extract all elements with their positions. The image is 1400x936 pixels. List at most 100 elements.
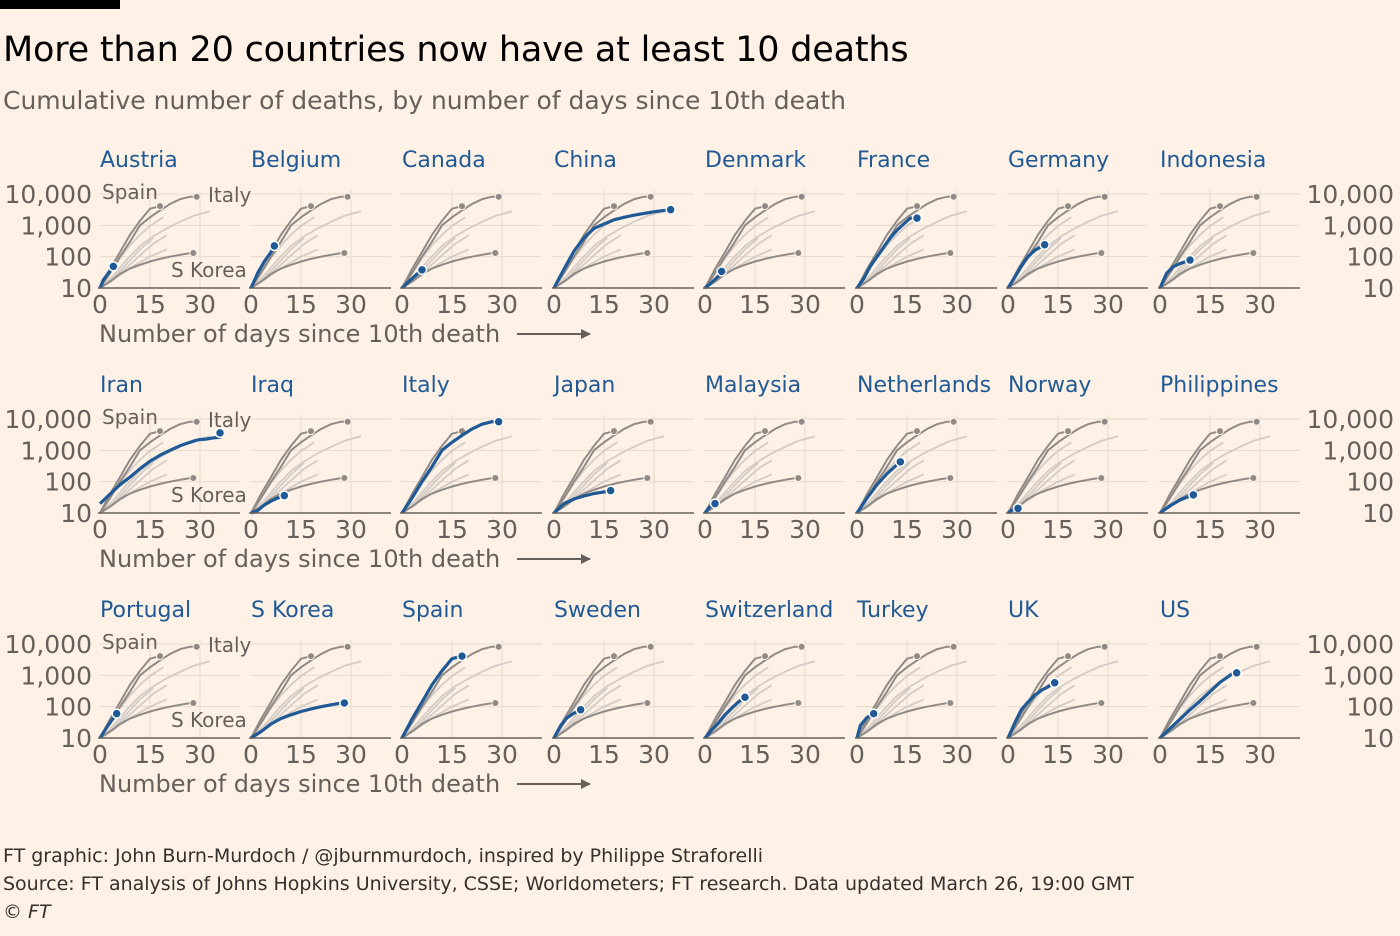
x-tick-label: 30: [335, 515, 367, 544]
highlight-end-dot-s-korea: [339, 697, 350, 709]
panel-uk: UK 0 15 30: [1000, 598, 1148, 769]
reference-end-dot-italy: [646, 642, 655, 651]
x-tick-label: 15: [739, 515, 771, 544]
ft-top-bar: [0, 0, 120, 9]
reference-end-dot-s-korea: [946, 248, 955, 257]
x-tick-label: 0: [243, 290, 259, 319]
highlight-end-dot-uk: [1049, 677, 1060, 688]
x-tick-label: 0: [92, 515, 108, 544]
x-tick-label: 15: [436, 515, 468, 544]
panel-denmark: Denmark 0 15 30: [697, 148, 845, 319]
highlight-line-switzerland: [703, 695, 746, 740]
reference-line-s-korea: [704, 702, 799, 739]
x-tick-label: 15: [891, 740, 923, 769]
highlight-line-indonesia: [1158, 258, 1191, 289]
highlight-line-spain: [400, 654, 463, 739]
reference-end-dot-italy: [797, 642, 806, 651]
reference-label-spain: Spain: [102, 630, 158, 654]
x-tick-label: 0: [1000, 740, 1016, 769]
context-line: [99, 660, 211, 739]
reference-end-dot-s-korea: [794, 248, 803, 257]
reference-line-italy: [250, 195, 348, 289]
reference-label-italy: Italy: [208, 408, 252, 432]
x-tick-label: 15: [588, 740, 620, 769]
reference-line-s-korea: [99, 252, 194, 289]
context-line: [1159, 435, 1271, 514]
panel-title-japan: Japan: [552, 373, 615, 398]
panel-title-austria: Austria: [100, 148, 178, 173]
reference-label-s-korea: S Korea: [171, 483, 247, 507]
context-line: [250, 210, 362, 289]
x-tick-label: 0: [697, 290, 713, 319]
x-tick-label: 0: [92, 740, 108, 769]
panel-norway: Norway 0 15 30: [1000, 373, 1148, 544]
y-tick-label: 100: [44, 693, 92, 722]
x-tick-label: 0: [697, 740, 713, 769]
reference-end-dot-italy: [949, 642, 958, 651]
context-line: [553, 666, 618, 739]
context-line: [250, 435, 362, 514]
highlight-end-dot-china: [665, 204, 676, 215]
panel-title-germany: Germany: [1008, 148, 1109, 173]
context-line: [1007, 435, 1119, 514]
x-tick-label: 0: [1152, 290, 1168, 319]
reference-end-dot-spain: [156, 427, 164, 436]
panel-title-norway: Norway: [1008, 373, 1091, 398]
x-tick-label: 30: [486, 515, 518, 544]
highlight-end-dot-belgium: [269, 240, 280, 252]
reference-end-dot-spain: [1216, 202, 1224, 211]
reference-end-dot-italy: [343, 417, 352, 426]
highlight-end-dot-indonesia: [1184, 254, 1196, 266]
panel-switzerland: Switzerland 0 15 30: [697, 598, 845, 769]
reference-end-dot-spain: [610, 202, 618, 211]
x-tick-label: 30: [184, 740, 216, 769]
highlight-end-dot-italy: [493, 416, 504, 427]
context-line: [704, 660, 816, 739]
reference-end-dot-italy: [1252, 642, 1261, 651]
x-tick-label: 0: [92, 290, 108, 319]
reference-line-italy: [553, 420, 651, 514]
y-tick-label: 100: [44, 243, 92, 272]
x-tick-label: 30: [486, 740, 518, 769]
highlight-end-dot-malaysia: [709, 498, 721, 509]
context-line: [553, 435, 665, 514]
reference-line-s-korea: [1007, 252, 1102, 289]
reference-line-italy: [250, 420, 348, 514]
highlight-end-dot-us: [1231, 667, 1242, 679]
x-tick-label: 15: [1194, 740, 1226, 769]
x-tick-label: 30: [486, 290, 518, 319]
reference-end-dot-s-korea: [643, 248, 652, 257]
reference-end-dot-spain: [913, 652, 921, 661]
panel-spain: Spain 0 15 30: [394, 598, 542, 769]
x-tick-label: 30: [941, 290, 973, 319]
x-tick-label: 30: [638, 740, 670, 769]
reference-end-dot-spain: [610, 427, 618, 436]
x-tick-label: 0: [546, 740, 562, 769]
reference-line-s-korea: [250, 252, 345, 289]
panel-belgium: Belgium 0 15 30: [243, 148, 391, 319]
panel-netherlands: Netherlands 0 15 30: [849, 373, 997, 544]
highlight-line-france: [855, 216, 917, 289]
reference-end-dot-italy: [949, 192, 958, 201]
x-tick-label: 30: [638, 290, 670, 319]
reference-line-spain: [704, 430, 766, 514]
reference-line-italy: [1159, 645, 1257, 739]
highlight-end-dot-portugal: [111, 708, 122, 719]
highlight-line-uk: [1006, 681, 1056, 739]
panel-s-korea: S Korea 0 15 30: [243, 598, 391, 769]
y-tick-label: 10: [1362, 499, 1394, 528]
reference-line-italy: [1007, 645, 1105, 739]
x-tick-label: 30: [1244, 290, 1276, 319]
reference-line-italy: [553, 645, 651, 739]
x-tick-label: 30: [335, 740, 367, 769]
reference-end-dot-italy: [797, 192, 806, 201]
context-line: [401, 666, 466, 739]
reference-line-s-korea: [1007, 702, 1102, 739]
reference-line-italy: [1159, 420, 1257, 514]
reference-end-dot-s-korea: [340, 248, 349, 257]
reference-line-s-korea: [704, 477, 799, 514]
context-line: [99, 666, 164, 739]
